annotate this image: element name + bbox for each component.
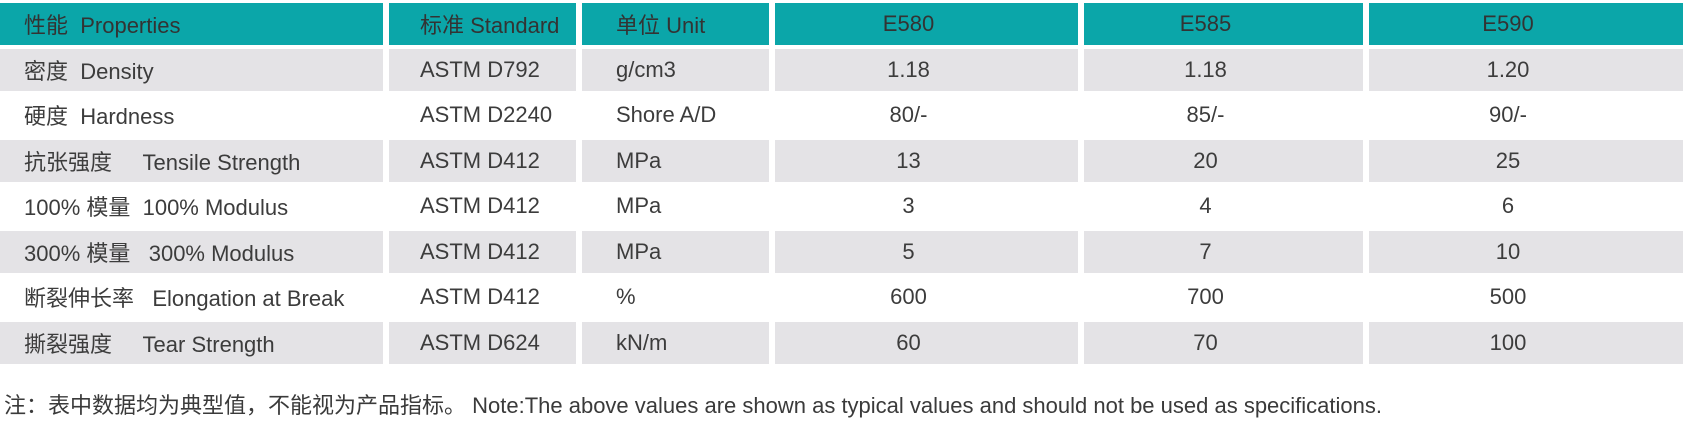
cell-e580: 600 <box>775 276 1078 318</box>
cell-e590: 6 <box>1369 185 1683 227</box>
cell-unit: % <box>582 276 769 318</box>
cell-e590: 500 <box>1369 276 1683 318</box>
cell-e590: 10 <box>1369 230 1683 273</box>
header-cell-properties: 性能 Properties <box>0 3 383 45</box>
header-cell-e585: E585 <box>1084 3 1363 45</box>
cell-standard: ASTM D412 <box>389 185 576 227</box>
cell-unit: g/cm3 <box>582 48 769 91</box>
cell-unit: kN/m <box>582 321 769 364</box>
cell-standard: ASTM D412 <box>389 276 576 318</box>
cell-standard: ASTM D412 <box>389 230 576 273</box>
header-cell-standard: 标准 Standard <box>389 3 576 45</box>
cell-e580: 80/- <box>775 94 1078 136</box>
footnote: 注：表中数据均为典型值，不能视为产品指标。 Note:The above val… <box>4 392 1382 418</box>
cell-e580: 60 <box>775 321 1078 364</box>
cell-e580: 1.18 <box>775 48 1078 91</box>
cell-property: 撕裂强度 Tear Strength <box>0 321 383 364</box>
cell-e590: 25 <box>1369 139 1683 182</box>
cell-standard: ASTM D624 <box>389 321 576 364</box>
cell-e585: 1.18 <box>1084 48 1363 91</box>
cell-property: 密度 Density <box>0 48 383 91</box>
cell-e585: 7 <box>1084 230 1363 273</box>
cell-standard: ASTM D2240 <box>389 94 576 136</box>
header-cell-e590: E590 <box>1369 3 1683 45</box>
cell-property: 断裂伸长率 Elongation at Break <box>0 276 383 318</box>
cell-e590: 1.20 <box>1369 48 1683 91</box>
cell-e590: 100 <box>1369 321 1683 364</box>
header-cell-e580: E580 <box>775 3 1078 45</box>
cell-standard: ASTM D792 <box>389 48 576 91</box>
cell-e585: 700 <box>1084 276 1363 318</box>
header-cell-unit: 单位 Unit <box>582 3 769 45</box>
cell-e580: 3 <box>775 185 1078 227</box>
cell-unit: MPa <box>582 185 769 227</box>
cell-unit: MPa <box>582 230 769 273</box>
cell-property: 100% 模量 100% Modulus <box>0 185 383 227</box>
cell-property: 抗张强度 Tensile Strength <box>0 139 383 182</box>
cell-standard: ASTM D412 <box>389 139 576 182</box>
cell-e580: 13 <box>775 139 1078 182</box>
cell-e585: 70 <box>1084 321 1363 364</box>
cell-e585: 85/- <box>1084 94 1363 136</box>
cell-unit: MPa <box>582 139 769 182</box>
cell-e585: 20 <box>1084 139 1363 182</box>
cell-e585: 4 <box>1084 185 1363 227</box>
cell-unit: Shore A/D <box>582 94 769 136</box>
properties-table: 性能 Properties 标准 Standard 单位 Unit E580 E… <box>0 3 1683 364</box>
cell-e590: 90/- <box>1369 94 1683 136</box>
cell-e580: 5 <box>775 230 1078 273</box>
cell-property: 300% 模量 300% Modulus <box>0 230 383 273</box>
cell-property: 硬度 Hardness <box>0 94 383 136</box>
